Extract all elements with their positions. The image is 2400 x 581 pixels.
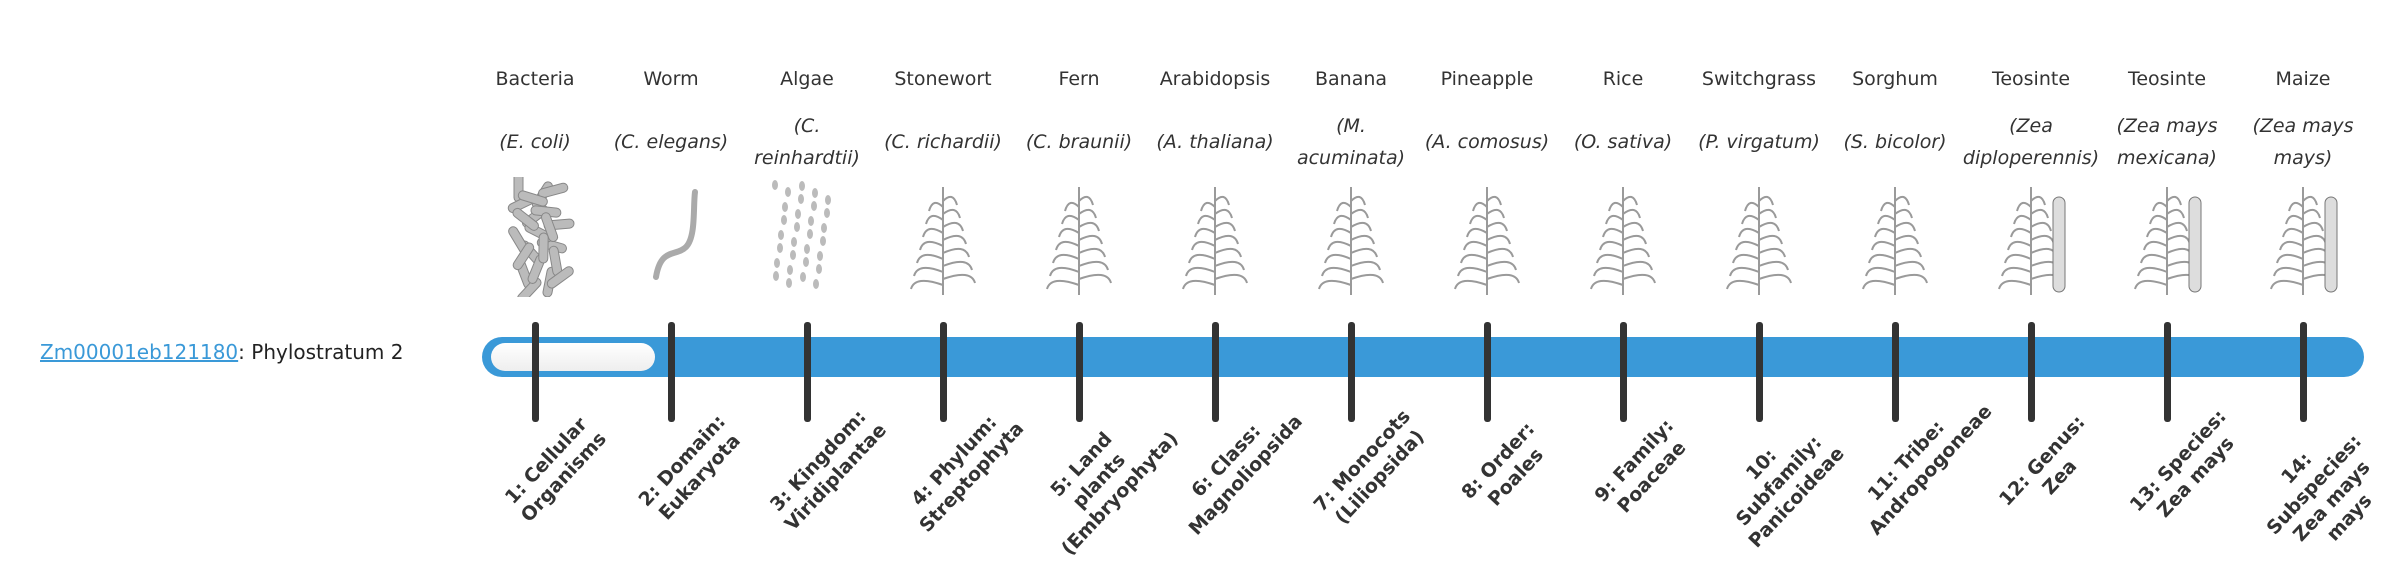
organism-common-name: Stonewort <box>894 68 992 90</box>
organism-common-name: Switchgrass <box>1701 68 1817 90</box>
stratum-tick <box>2164 322 2171 422</box>
scientific-name-text: (Zea mays mexicana) <box>2116 115 2218 169</box>
organism-scientific-name: (P. virgatum) <box>1691 112 1827 172</box>
teosinte-icon <box>2099 177 2235 297</box>
phylostratum-bar <box>482 337 2364 377</box>
stratum-tick <box>1212 322 1219 422</box>
stratum-label: 7: Monocots (Liliopsida) <box>1309 405 1429 529</box>
scientific-name-text: (C. elegans) <box>613 131 729 153</box>
organism-scientific-name: (C. richardii) <box>875 112 1011 172</box>
stratum-tick <box>1892 322 1899 422</box>
teosinte-icon <box>1963 177 2099 297</box>
rice-icon <box>1555 177 1691 297</box>
organism-common-name: Maize <box>2275 68 2331 90</box>
stratum-label: 9: Family: Poaceae <box>1590 414 1691 518</box>
scientific-name-text: (Zea diploperennis) <box>1962 115 2100 169</box>
stratum-label: 3: Kingdom: Viridiplantae <box>765 405 891 536</box>
scientific-name-text: (E. coli) <box>499 131 571 153</box>
scientific-name-text: (Zea mays mays) <box>2252 115 2354 169</box>
scientific-name-text: (C. braunii) <box>1025 131 1133 153</box>
stratum-label: 12: Genus: Zea <box>1994 411 2090 511</box>
scientific-name-text: (C. reinhardtii) <box>754 115 860 169</box>
stratum-tick <box>668 322 675 422</box>
gene-link[interactable]: Zm00001eb121180 <box>40 340 239 364</box>
algae-icon <box>739 177 875 297</box>
organism-common-name: Teosinte <box>1991 68 2071 90</box>
phylostratum-fill <box>491 343 655 371</box>
scientific-name-text: (O. sativa) <box>1573 131 1673 153</box>
stratum-label: 6: Class: Magnoliopsida <box>1184 410 1307 540</box>
organism-common-name: Pineapple <box>1440 68 1534 90</box>
stratum-tick <box>1076 322 1083 422</box>
stratum-label: 13: Species: Zea mays <box>2125 405 2239 522</box>
organism-scientific-name: (Zea mays mexicana) <box>2099 112 2235 172</box>
stratum-label: 14: Subspecies: Zea mays mays <box>2262 430 2377 546</box>
stratum-tick <box>1484 322 1491 422</box>
organism-scientific-name: (Zea mays mays) <box>2235 112 2371 172</box>
organism-common-name: Arabidopsis <box>1159 68 1271 90</box>
scientific-name-text: (A. thaliana) <box>1156 131 1274 153</box>
stratum-tick <box>1620 322 1627 422</box>
banana-icon <box>1283 177 1419 297</box>
stratum-tick <box>2028 322 2035 422</box>
stratum-tick <box>804 322 811 422</box>
fern-icon <box>1011 177 1147 297</box>
organism-common-name: Teosinte <box>2127 68 2207 90</box>
organism-scientific-name: (Zea diploperennis) <box>1963 112 2099 172</box>
organism-common-name: Banana <box>1314 68 1388 90</box>
bacteria-icon <box>467 171 603 304</box>
stratum-tick <box>940 322 947 422</box>
organism-common-name: Rice <box>1602 68 1644 90</box>
stratum-label: 8: Order: Poales <box>1457 418 1548 511</box>
organism-common-name: Bacteria <box>495 68 575 90</box>
organism-scientific-name: (C. elegans) <box>603 112 739 172</box>
arabidopsis-icon <box>1147 177 1283 297</box>
scientific-name-text: (A. comosus) <box>1424 131 1550 153</box>
stratum-tick <box>1756 322 1763 422</box>
organism-scientific-name: (E. coli) <box>467 112 603 172</box>
organism-scientific-name: (A. comosus) <box>1419 112 1555 172</box>
pineapple-icon <box>1419 177 1555 297</box>
stratum-label: 4: Phylum: Streptophyta <box>907 411 1029 537</box>
stratum-tick <box>532 322 539 422</box>
organism-scientific-name: (A. thaliana) <box>1147 112 1283 172</box>
stonewort-icon <box>875 177 1011 297</box>
organism-scientific-name: (M. acuminata) <box>1283 112 1419 172</box>
stratum-label: 10: Subfamily: Panicoideae <box>1731 431 1849 553</box>
organism-common-name: Fern <box>1058 68 1100 90</box>
switchgrass-icon <box>1691 177 1827 297</box>
organism-scientific-name: (C. braunii) <box>1011 112 1147 172</box>
sorghum-icon <box>1827 177 1963 297</box>
stratum-label: 11: Tribe: Andropogoneae <box>1863 400 1997 540</box>
scientific-name-text: (S. bicolor) <box>1843 131 1947 153</box>
scientific-name-text: (C. richardii) <box>884 131 1002 153</box>
gene-label: Zm00001eb121180: Phylostratum 2 <box>40 340 403 364</box>
stratum-label: 2: Domain: Eukaryota <box>634 410 745 525</box>
stratum-tick <box>1348 322 1355 422</box>
scientific-name-text: (M. acuminata) <box>1296 115 1406 169</box>
organism-common-name: Sorghum <box>1852 68 1938 90</box>
maize-icon <box>2235 177 2371 297</box>
stratum-label: 1: Cellular Organisms <box>500 413 611 527</box>
stratum-label: 5: Land plants (Embryophyta) <box>1046 427 1183 560</box>
organism-scientific-name: (S. bicolor) <box>1827 112 1963 172</box>
stratum-tick <box>2300 322 2307 422</box>
scientific-name-text: (P. virgatum) <box>1698 131 1820 153</box>
phylostratum-text: : Phylostratum 2 <box>238 340 404 364</box>
organism-scientific-name: (O. sativa) <box>1555 112 1691 172</box>
organism-scientific-name: (C. reinhardtii) <box>739 112 875 172</box>
organism-common-name: Algae <box>780 68 834 90</box>
organism-common-name: Worm <box>643 68 699 90</box>
worm-icon <box>603 177 739 297</box>
